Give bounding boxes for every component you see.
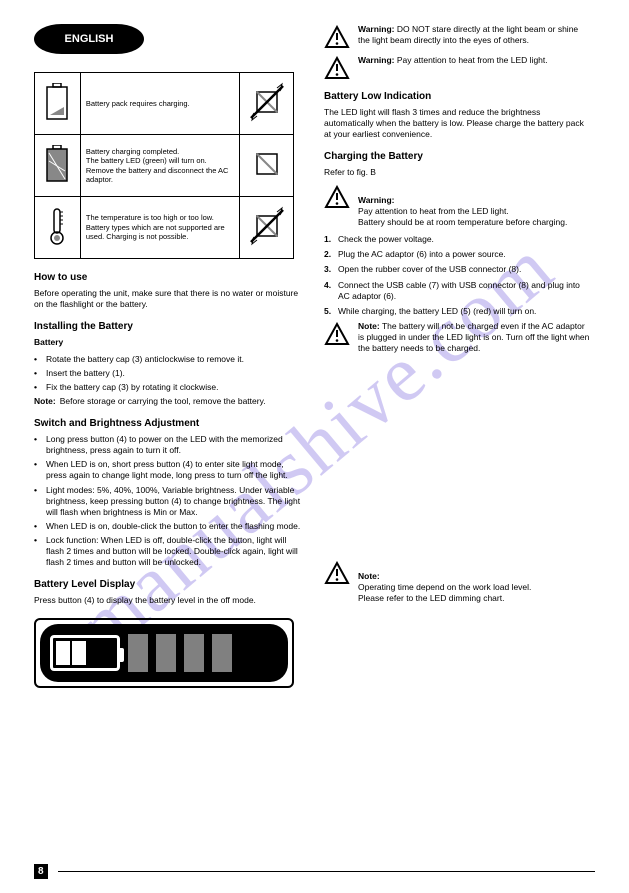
bullet-item: •When LED is on, double-click the button…	[34, 521, 302, 532]
step-item: 3.Open the rubber cover of the USB conne…	[324, 264, 592, 275]
bullet-item: •Long press button (4) to power on the L…	[34, 434, 302, 456]
status-text: Battery charging completed. The battery …	[80, 135, 239, 197]
bullet-item: •Rotate the battery cap (3) anticlockwis…	[34, 354, 302, 365]
warning-text: Pay attention to heat from the LED light…	[397, 55, 548, 65]
bullet-item: •Insert the battery (1).	[34, 368, 302, 379]
nocharge-icon	[240, 73, 294, 135]
charged-icon	[240, 135, 294, 197]
table-row: The temperature is too high or too low. …	[35, 197, 294, 259]
table-row: Battery charging completed. The battery …	[35, 135, 294, 197]
warning-2: Warning: Pay attention to heat from the …	[324, 55, 592, 80]
warning-label: Warning:	[358, 195, 395, 205]
battery-low-icon	[35, 73, 81, 135]
step-item: 2.Plug the AC adaptor (6) into a power s…	[324, 249, 592, 260]
bullet-item: •When LED is on, short press button (4) …	[34, 459, 302, 481]
warning-icon	[324, 322, 350, 346]
status-text: Battery pack requires charging.	[80, 73, 239, 135]
note-label: Note:	[358, 571, 380, 581]
warning-label: Warning:	[358, 55, 395, 65]
nocharge-icon	[240, 197, 294, 259]
bullet-item: •Lock function: When LED is off, double-…	[34, 535, 302, 568]
battery-low-title: Battery Low Indication	[324, 90, 592, 103]
level-bar	[128, 634, 148, 672]
note-text: The battery will not be charged even if …	[358, 321, 589, 353]
install-note: Note: Before storage or carrying the too…	[34, 396, 302, 407]
charging-intro: Refer to fig. B	[324, 167, 592, 178]
battery-level-display	[40, 624, 288, 682]
page-footer: 8	[34, 864, 595, 879]
footer-rule	[58, 871, 595, 872]
battery-sec: Battery	[34, 337, 302, 348]
page-number: 8	[34, 864, 48, 879]
switch-title: Switch and Brightness Adjustment	[34, 417, 302, 430]
how-to-use-title: How to use	[34, 271, 302, 284]
warning-icon	[324, 185, 350, 209]
warning-label: Warning:	[358, 24, 395, 34]
left-column: ENGLISH Battery pack requires charging.	[34, 24, 302, 694]
step-item: 5.While charging, the battery LED (5) (r…	[324, 306, 592, 317]
step-item: 1.Check the power voltage.	[324, 234, 592, 245]
charging-note-2: Note: Operating time depend on the work …	[324, 560, 592, 604]
charging-title: Charging the Battery	[324, 150, 592, 163]
note-text: Operating time depend on the work load l…	[358, 582, 531, 603]
battery-level-panel	[34, 618, 294, 688]
battery-low-text: The LED light will flash 3 times and red…	[324, 107, 592, 140]
warning-icon	[324, 25, 350, 49]
right-column: Warning: DO NOT stare directly at the li…	[324, 24, 592, 694]
warning-text: Pay attention to heat from the LED light…	[358, 206, 567, 227]
step-item: 4.Connect the USB cable (7) with USB con…	[324, 280, 592, 302]
bullet-item: •Fix the battery cap (3) by rotating it …	[34, 382, 302, 393]
charging-note-1: Note: The battery will not be charged ev…	[324, 321, 592, 354]
note-label: Note:	[358, 321, 380, 331]
level-bar	[156, 634, 176, 672]
language-badge: ENGLISH	[34, 24, 144, 54]
thermometer-icon	[35, 197, 81, 259]
warning-icon	[324, 561, 350, 585]
level-bar	[212, 634, 232, 672]
warning-3: Warning: Pay attention to heat from the …	[324, 184, 592, 228]
battery-level-text: Press button (4) to display the battery …	[34, 595, 302, 606]
battery-icon	[50, 635, 120, 671]
installing-title: Installing the Battery	[34, 320, 302, 333]
warning-icon	[324, 56, 350, 80]
how-to-use-text: Before operating the unit, make sure tha…	[34, 288, 302, 310]
level-bar	[184, 634, 204, 672]
battery-level-title: Battery Level Display	[34, 578, 302, 591]
battery-full-icon	[35, 135, 81, 197]
page-content: ENGLISH Battery pack requires charging.	[0, 0, 629, 718]
table-row: Battery pack requires charging.	[35, 73, 294, 135]
bullet-item: •Light modes: 5%, 40%, 100%, Variable br…	[34, 485, 302, 518]
status-text: The temperature is too high or too low. …	[80, 197, 239, 259]
warning-1: Warning: DO NOT stare directly at the li…	[324, 24, 592, 49]
status-table: Battery pack requires charging.	[34, 72, 294, 259]
